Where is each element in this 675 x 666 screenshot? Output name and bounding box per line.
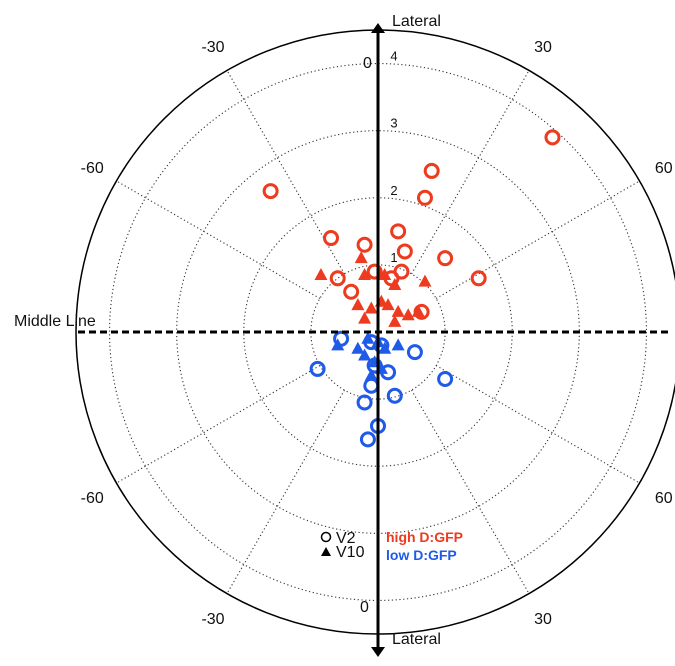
axis-label-top: Lateral (392, 13, 441, 30)
point-v10 (358, 311, 372, 324)
point-v10 (364, 301, 378, 314)
point-v2 (309, 360, 326, 377)
point-v2 (416, 189, 433, 206)
legend-v10-marker (321, 547, 331, 556)
point-v2 (393, 263, 410, 280)
point-v10 (378, 341, 392, 354)
angle-label: 30 (534, 611, 552, 628)
point-v2 (343, 283, 360, 300)
legend: V2 V10 high D:GFP low D:GFP (320, 529, 463, 563)
point-v2 (437, 250, 454, 267)
point-v10 (351, 341, 365, 354)
zero-label-bottom: 0 (360, 599, 369, 616)
grid-spoke (411, 389, 530, 594)
point-v2 (356, 236, 373, 253)
point-v10 (388, 314, 402, 327)
grid-spoke (226, 389, 345, 594)
legend-v2-label: V2 (336, 530, 356, 547)
angle-label: 60 (655, 490, 673, 507)
point-v10 (358, 348, 372, 361)
legend-v2-marker (320, 531, 332, 543)
point-v10 (358, 267, 372, 280)
zero-label-top: 0 (363, 55, 372, 72)
point-v10 (331, 338, 345, 351)
point-v2 (423, 162, 440, 179)
point-v10 (361, 331, 375, 344)
legend-high-dgfp: high D:GFP (386, 529, 463, 545)
grid-circle-4 (109, 63, 647, 601)
point-v10 (381, 298, 395, 311)
point-v2 (363, 377, 380, 394)
grid-spoke (116, 365, 321, 484)
point-v2 (437, 370, 454, 387)
data-points (262, 129, 561, 448)
point-v2 (262, 183, 279, 200)
legend-low-dgfp: low D:GFP (386, 547, 457, 563)
radial-tick-labels: 1 2 3 4 (390, 49, 397, 265)
point-v2 (390, 223, 407, 240)
point-v10 (418, 274, 432, 287)
point-v2 (396, 243, 413, 260)
legend-v10-label: V10 (336, 544, 365, 561)
axis-label-bottom: Lateral (392, 631, 441, 648)
point-v10 (388, 278, 402, 291)
point-v2 (323, 230, 340, 247)
point-v2 (356, 394, 373, 411)
radial-tick-label: 3 (390, 116, 397, 131)
angle-label: 60 (655, 160, 673, 177)
radial-tick-label: 2 (390, 183, 397, 198)
point-v2 (544, 129, 561, 146)
point-v10 (401, 308, 415, 321)
grid-spoke (435, 365, 640, 484)
point-v10 (314, 267, 328, 280)
angle-labels: -30 30-60 60-60 60-30 30 (81, 39, 673, 628)
point-v2 (329, 270, 346, 287)
radial-tick-label: 4 (390, 49, 397, 64)
point-v2 (406, 344, 423, 361)
point-v2 (359, 431, 376, 448)
point-v2 (470, 270, 487, 287)
angle-label: -30 (201, 39, 224, 56)
grid-spoke (116, 180, 321, 299)
point-v10 (391, 338, 405, 351)
point-v10 (351, 298, 365, 311)
point-v2 (386, 387, 403, 404)
angle-label: 30 (534, 39, 552, 56)
radial-tick-label: 1 (390, 250, 397, 265)
axis-label-left: Middle Line (14, 313, 96, 330)
angle-label: -60 (81, 490, 104, 507)
point-v10 (354, 251, 368, 264)
point-v10 (378, 267, 392, 280)
point-v10 (411, 304, 425, 317)
point-v2 (366, 263, 383, 280)
point-v10 (391, 304, 405, 317)
angle-label: -30 (201, 611, 224, 628)
angle-label: -60 (81, 160, 104, 177)
grid-spoke (435, 180, 640, 299)
point-v10 (364, 368, 378, 381)
grid-spoke (411, 70, 530, 275)
